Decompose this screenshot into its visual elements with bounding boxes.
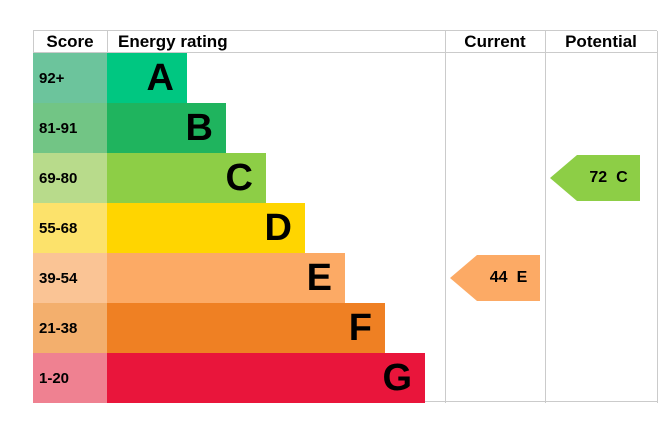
band-score-label: 55-68 [39, 219, 78, 237]
energy-band-row: 55-68 D [33, 203, 657, 253]
table-border-right [657, 31, 658, 403]
band-score-cell: 39-54 [33, 253, 107, 303]
epc-rows: 92+ A 81-91 B 69-80 C 55-68 D 39-54 [33, 53, 657, 403]
table-header: Score Energy rating Current Potential [33, 31, 657, 53]
energy-band-row: 81-91 B [33, 103, 657, 153]
band-letter: A [146, 57, 174, 99]
band-letter: F [348, 307, 372, 349]
band-score-cell: 55-68 [33, 203, 107, 253]
band-letter: E [306, 257, 332, 299]
band-score-label: 21-38 [39, 319, 78, 337]
band-score-cell: 1-20 [33, 353, 107, 403]
band-score-label: 1-20 [39, 369, 70, 387]
score-column-divider [107, 31, 108, 53]
energy-band-row: 69-80 C [33, 153, 657, 203]
energy-band-row: 39-54 E [33, 253, 657, 303]
band-score-label: 92+ [39, 69, 65, 87]
band-letter: G [382, 357, 412, 399]
band-bar: E [107, 253, 345, 303]
band-score-cell: 81-91 [33, 103, 107, 153]
potential-score-value: 72 [589, 169, 608, 186]
band-score-cell: 69-80 [33, 153, 107, 203]
band-bar: F [107, 303, 385, 353]
band-bar: A [107, 53, 187, 103]
table-border-left [33, 31, 34, 53]
band-score-cell: 21-38 [33, 303, 107, 353]
epc-energy-rating-chart: Score Energy rating Current Potential 92… [33, 30, 658, 403]
energy-band-row: 1-20 G [33, 353, 657, 403]
column-header-potential: Potential [565, 32, 637, 51]
band-bar: C [107, 153, 266, 203]
current-score-value: 44 [489, 269, 508, 286]
current-column-divider [445, 31, 446, 403]
column-header-energy-rating: Energy rating [118, 32, 228, 51]
band-score-label: 39-54 [39, 269, 78, 287]
column-header-current: Current [464, 32, 526, 51]
band-score-label: 81-91 [39, 119, 78, 137]
band-letter: D [264, 207, 292, 249]
band-score-cell: 92+ [33, 53, 107, 103]
band-letter: C [225, 157, 253, 199]
band-bar: D [107, 203, 305, 253]
band-bar: B [107, 103, 226, 153]
column-header-score: Score [46, 32, 94, 51]
potential-column-divider [545, 31, 546, 403]
band-score-label: 69-80 [39, 169, 78, 187]
energy-band-row: 21-38 F [33, 303, 657, 353]
band-bar: G [107, 353, 425, 403]
potential-rating-letter: C [616, 169, 628, 186]
energy-band-row: 92+ A [33, 53, 657, 103]
current-rating-letter: E [516, 269, 528, 286]
band-letter: B [185, 107, 213, 149]
